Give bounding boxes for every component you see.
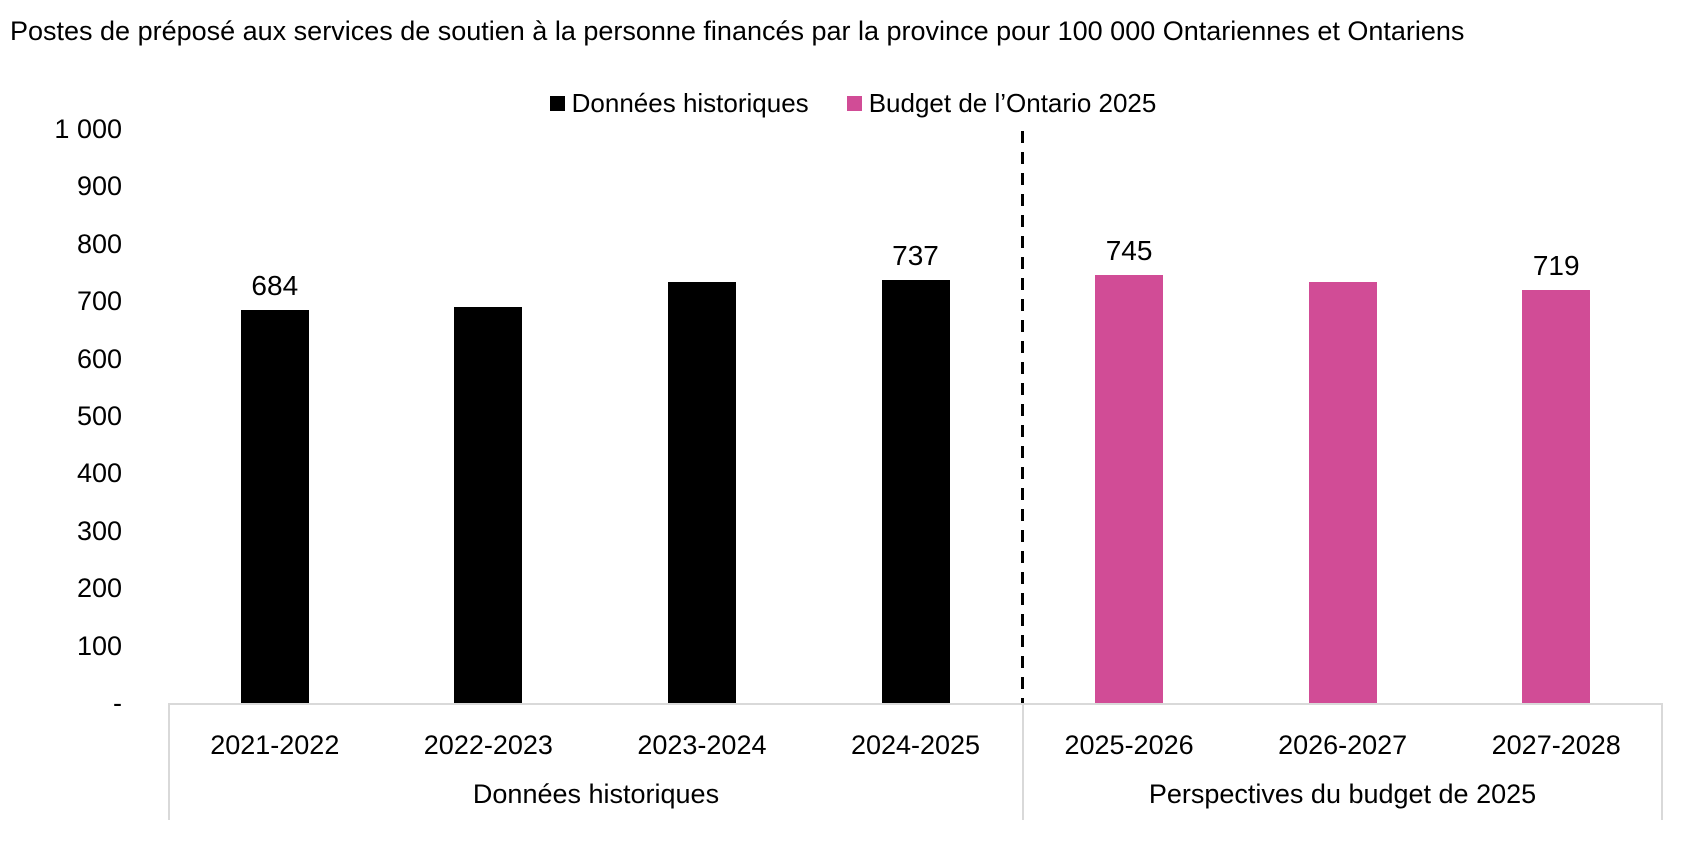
x-axis-box: Données historiques Perspectives du budg…: [168, 703, 1663, 820]
bar-2026-2027: [1308, 282, 1377, 703]
x-category-2022-2023: 2022-2023: [423, 730, 553, 760]
bar-value-label-2024-2025: 737: [892, 239, 939, 271]
legend: Données historiques Budget de l’Ontario …: [0, 88, 1706, 119]
bar-2022-2023: [454, 306, 523, 703]
x-group-historical: Données historiques: [168, 705, 1022, 820]
y-tick-label-500: 500: [76, 401, 122, 431]
y-tick-label-300: 300: [76, 515, 122, 546]
y-tick-label-0: -: [113, 688, 122, 718]
legend-swatch-historical-icon: [549, 96, 565, 111]
y-axis: - 100 200 300 400 500 600 700 800 900 1 000: [0, 0, 122, 844]
group-label-historical: Données historiques: [472, 779, 720, 809]
y-tick-label-1000: 1 000: [54, 114, 122, 144]
x-category-2027-2028: 2027-2028: [1491, 730, 1621, 760]
bar-2025-2026: [1095, 275, 1164, 703]
x-category-2025-2026: 2025-2026: [1064, 730, 1194, 760]
bar-value-label-2021-2022: 684: [251, 270, 299, 302]
legend-swatch-budget-icon: [846, 96, 862, 111]
y-tick-label-800: 800: [76, 228, 122, 259]
legend-label-historical: Données historiques: [571, 88, 809, 118]
legend-label-budget: Budget de l’Ontario 2025: [868, 88, 1157, 118]
x-category-2023-2024: 2023-2024: [637, 730, 767, 760]
x-category-2026-2027: 2026-2027: [1278, 730, 1408, 760]
bar-2027-2028: [1522, 290, 1591, 703]
bar-2024-2025: [881, 279, 950, 703]
y-tick-label-200: 200: [76, 573, 122, 604]
legend-item-budget: Budget de l’Ontario 2025: [846, 88, 1157, 119]
y-tick-label-700: 700: [76, 286, 122, 317]
legend-item-historical: Données historiques: [549, 88, 809, 119]
x-group-budget: Perspectives du budget de 2025: [1022, 705, 1663, 820]
bar-value-label-2027-2028: 719: [1532, 250, 1580, 282]
group-label-budget: Perspectives du budget de 2025: [1148, 779, 1537, 809]
y-tick-label-600: 600: [76, 343, 122, 374]
bar-2023-2024: [667, 281, 736, 703]
bar-2021-2022: [240, 310, 309, 703]
bar-value-label-2025-2026: 745: [1105, 235, 1153, 267]
x-category-2024-2025: 2024-2025: [850, 730, 981, 760]
forecast-separator-line: [1021, 131, 1024, 703]
y-tick-label-400: 400: [76, 458, 122, 489]
y-tick-label-100: 100: [76, 630, 122, 661]
y-tick-label-900: 900: [76, 171, 122, 202]
plot-area: 684 737 745 719: [168, 129, 1663, 703]
x-category-2021-2022: 2021-2022: [210, 730, 340, 760]
chart-title: Postes de préposé aux services de soutie…: [10, 16, 1465, 46]
